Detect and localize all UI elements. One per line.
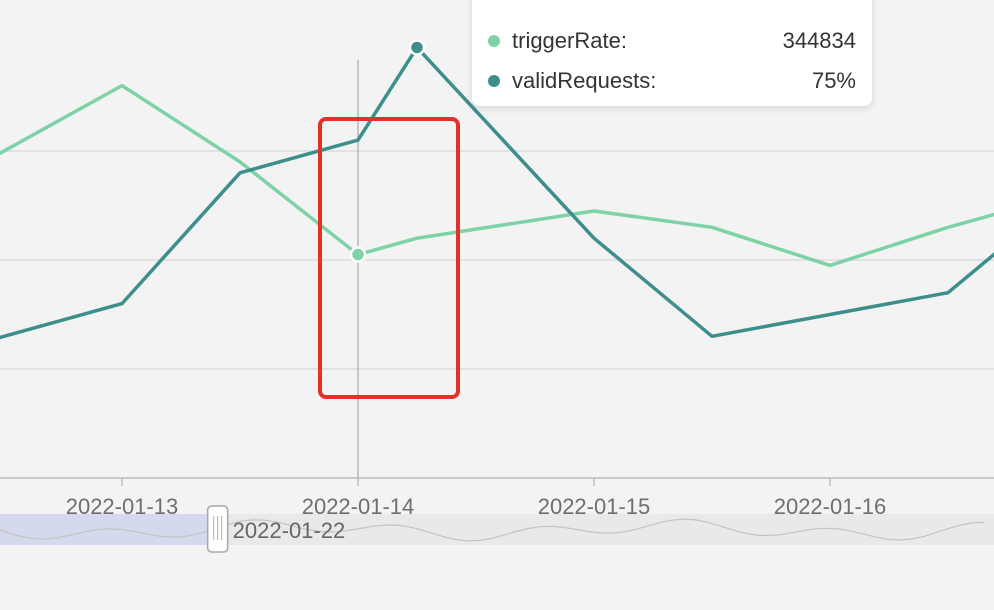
tooltip-series-name: triggerRate: [512,28,627,53]
legend-dot-icon [488,75,500,87]
series-line-triggerRate [0,83,994,268]
tooltip-series-value: 344834 [782,28,856,53]
tooltip-series-value: 75% [811,68,856,93]
grid-lines [0,150,994,370]
x-axis: 2022-01-13 2022-01-14 2022-01-15 2022-01-16 [0,477,994,519]
legend-dot-icon [488,35,500,47]
datazoom-sparkline [0,518,985,542]
tooltip-series-name: validRequests: [512,68,657,93]
data-point[interactable] [408,39,426,56]
tooltip-row-trigger-rate: triggerRate: 344834 [488,26,856,56]
datazoom-slider[interactable]: 2022-01-22 [0,505,994,553]
series-line-validRequests [0,45,994,340]
tooltip: Wa triggerRate: 344834 validRequests: 75… [472,0,872,106]
data-point[interactable] [349,246,367,263]
series-lines [0,45,994,340]
highlight-points [349,39,426,263]
datazoom-end-label: 2022-01-22 [233,518,346,543]
tooltip-row-valid-requests: validRequests: 75% [488,66,856,96]
highlight-box [318,117,460,399]
